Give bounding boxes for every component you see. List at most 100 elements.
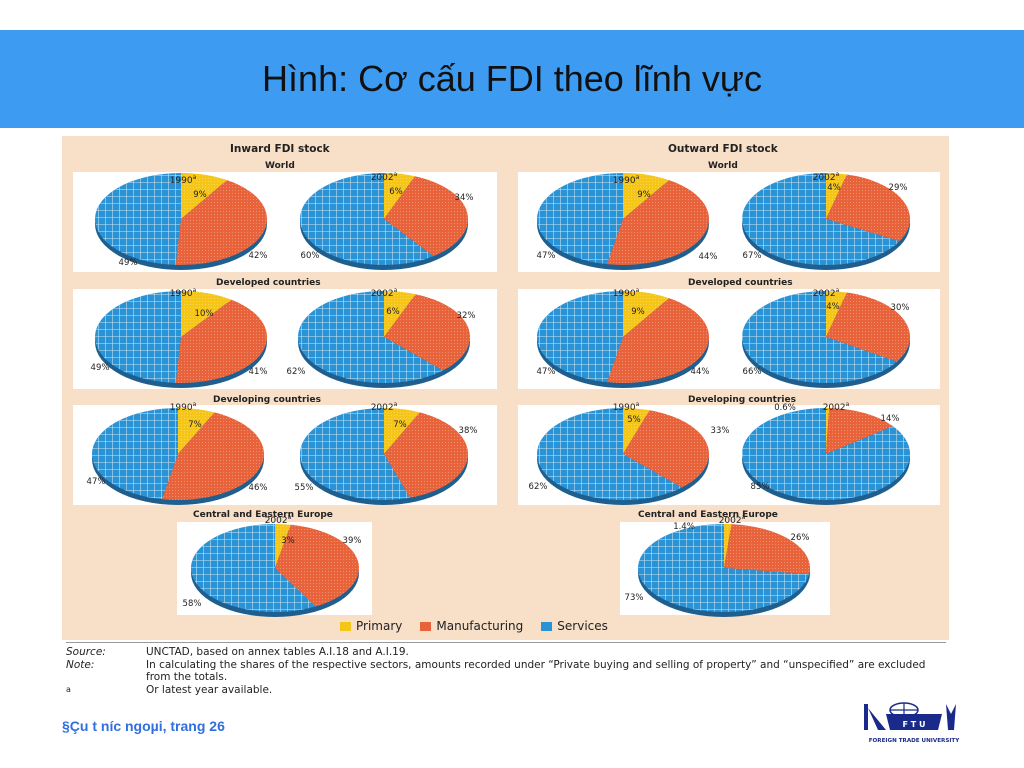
pie-value-label-primary: 3% [281, 536, 295, 546]
pie-value-label-primary: 6% [389, 187, 403, 197]
pie-slice-texture [826, 408, 893, 454]
pie-year-label: 2002a [371, 401, 398, 413]
pie-value-label-services: 49% [91, 363, 110, 373]
pie-year-label: 1990a [613, 174, 640, 186]
pie-value-label-primary: 7% [393, 420, 407, 430]
pie-value-label-primary: 0.6% [774, 403, 796, 413]
pie-chart [91, 408, 264, 505]
pie-value-label-manufacturing: 41% [249, 367, 268, 377]
pie-year-label: 2002a [719, 514, 746, 526]
slide-footer: §Çu t­ n­íc ngoµi, trang 26 [62, 718, 225, 734]
pie-slice-texture [623, 173, 670, 219]
pie-value-label-primary: 9% [637, 190, 651, 200]
pie-value-label-manufacturing: 42% [249, 251, 268, 261]
footnote-row: a Or latest year available. [66, 684, 946, 697]
pie-slice-texture [299, 407, 410, 500]
pie-slice-texture [741, 291, 897, 383]
source-label: Source: [66, 646, 106, 658]
pie-slice-texture [826, 291, 847, 337]
source-row: Source: UNCTAD, based on annex tables A.… [66, 646, 946, 659]
pie-year-label: 2002a [823, 401, 850, 413]
logo-text: FOREIGN TRADE UNIVERSITY [869, 738, 961, 744]
pie-value-label-primary: 1.4% [673, 522, 695, 532]
pie-slice-texture [275, 524, 360, 607]
legend-label-manufacturing: Manufacturing [436, 619, 524, 633]
pie-value-label-manufacturing: 32% [457, 311, 476, 321]
pie-year-label: 1990a [613, 401, 640, 413]
pie-year-label: 2002a [371, 287, 398, 299]
legend-item-manufacturing: Manufacturing [420, 619, 523, 633]
pie-chart [536, 291, 710, 388]
pie-value-label-services: 62% [529, 482, 548, 492]
pie-slice-texture [724, 524, 810, 575]
pie-slice-texture [741, 173, 900, 266]
footnote-text: Or latest year available. [146, 683, 273, 696]
pie-value-label-primary: 7% [188, 420, 202, 430]
pie-slice-texture [175, 299, 267, 383]
pie-slice-texture [161, 412, 264, 500]
pie-slice-texture [623, 410, 709, 488]
region-title-cee: Central and Eastern Europe [193, 510, 333, 520]
pie-slice-texture [178, 408, 215, 454]
pie-slice-texture [94, 173, 181, 265]
inward-panel-title: Inward FDI stock [230, 143, 330, 155]
pie-value-label-manufacturing: 30% [891, 303, 910, 313]
pie-slice-texture [536, 291, 623, 383]
chart-legend: Primary Manufacturing Services [340, 619, 608, 633]
pie-chart [742, 408, 910, 505]
pie-value-label-manufacturing: 34% [455, 193, 474, 203]
manufacturing-swatch [420, 621, 432, 631]
pie-value-label-services: 55% [295, 483, 314, 493]
pie-slice-texture [537, 173, 623, 265]
logo-badge: F T U [903, 720, 926, 729]
footnote-mark: a [66, 684, 71, 694]
pie-value-label-primary: 4% [826, 302, 840, 312]
region-title-developed: Developed countries [688, 278, 793, 288]
figure-notes: Source: UNCTAD, based on annex tables A.… [66, 642, 946, 696]
primary-swatch [340, 621, 351, 631]
pie-slice-texture [384, 412, 468, 498]
region-title-world: World [708, 161, 738, 171]
pie-value-label-services: 49% [119, 258, 138, 268]
pie-chart [299, 407, 468, 505]
legend-label-primary: Primary [356, 619, 403, 633]
pie-value-label-manufacturing: 44% [691, 367, 710, 377]
pie-slice-texture [537, 408, 682, 500]
pie-chart [537, 173, 709, 270]
pie-value-label-services: 85% [751, 482, 770, 492]
pie-value-label-services: 73% [625, 593, 644, 603]
region-title-cee: Central and Eastern Europe [638, 510, 778, 520]
region-title-world: World [265, 161, 295, 171]
legend-item-services: Services [541, 619, 608, 633]
pie-slice-texture [606, 298, 710, 383]
services-swatch [541, 621, 553, 631]
pie-value-label-manufacturing: 46% [249, 483, 268, 493]
pie-slice-texture [191, 524, 316, 612]
source-text: UNCTAD, based on annex tables A.I.18 and… [146, 646, 409, 658]
pie-slice-texture [298, 291, 443, 384]
pie-year-label: 2002a [813, 287, 840, 299]
note-row: Note: In calculating the shares of the r… [66, 659, 946, 684]
pie-value-label-services: 67% [743, 251, 762, 261]
pie-value-label-primary: 6% [386, 307, 400, 317]
pie-chart [191, 524, 360, 617]
pie-slice-texture [606, 180, 709, 265]
pie-year-label: 1990a [170, 174, 197, 186]
slide-title: Hình: Cơ cấu FDI theo lĩnh vực [262, 58, 762, 99]
pie-value-label-primary: 9% [631, 307, 645, 317]
pie-slice-texture [826, 408, 830, 454]
pie-value-label-primary: 4% [827, 183, 841, 193]
pie-year-label: 2002a [813, 171, 840, 183]
pie-slice-texture [175, 180, 268, 265]
ftu-logo: F T U FOREIGN TRADE UNIVERSITY [864, 702, 961, 744]
pie-year-label: 1990a [613, 287, 640, 299]
pie-slice-texture [91, 408, 178, 500]
pie-value-label-services: 66% [743, 367, 762, 377]
pie-value-label-services: 47% [537, 367, 556, 377]
legend-label-services: Services [557, 619, 608, 633]
pie-value-label-manufacturing: 26% [791, 533, 810, 543]
pie-slice-texture [724, 524, 732, 568]
pie-chart [94, 291, 267, 388]
pie-slice-texture [384, 291, 416, 337]
outward-panel-title: Outward FDI stock [668, 143, 778, 155]
